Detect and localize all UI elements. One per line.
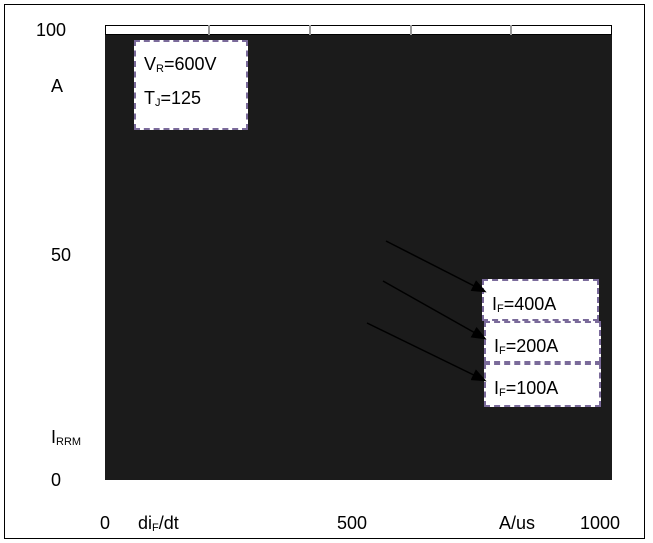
condition-tj: TJ=125 — [144, 88, 202, 109]
series-label-if-200a: IF=200A — [484, 321, 601, 363]
top-tick-2 — [309, 25, 311, 35]
y-tick-50: 50 — [51, 245, 72, 265]
y-axis-label: IRRM — [51, 428, 81, 449]
top-tick-4 — [510, 25, 512, 35]
x-tick-500: 500 — [337, 513, 368, 533]
y-axis-label-sub: RRM — [56, 436, 82, 448]
x-tick-0: 0 — [100, 513, 111, 533]
top-tick-3 — [410, 25, 412, 35]
y-axis-label-main: I — [51, 427, 57, 447]
x-axis-unit: A/us — [499, 513, 536, 533]
y-tick-100: 100 — [36, 20, 67, 40]
y-axis-unit: A — [51, 76, 64, 96]
x-tick-1000: 1000 — [580, 513, 621, 533]
top-tick-1 — [208, 25, 210, 35]
chart-frame — [4, 4, 645, 539]
x-axis-label: diF/dt — [138, 513, 179, 534]
condition-vr: VR=600V — [144, 54, 217, 75]
conditions-box: VR=600V TJ=125 — [134, 40, 248, 130]
arrow-if-200a — [382, 280, 487, 340]
series-label-if-100a: IF=100A — [484, 363, 601, 407]
arrow-if-100a — [366, 322, 487, 382]
arrow-if-400a — [385, 240, 487, 293]
series-label-if-400a: IF=400A — [482, 279, 599, 321]
y-tick-0: 0 — [51, 470, 62, 490]
top-axis-strip — [105, 25, 612, 35]
